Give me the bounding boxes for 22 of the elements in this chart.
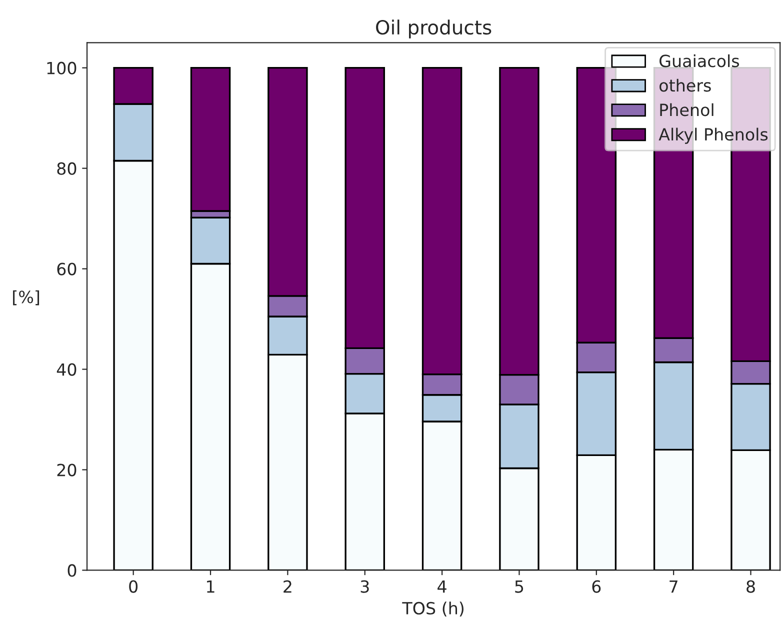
x-axis-title: TOS (h) [402,602,464,616]
y-tick-label: 100 [47,62,76,74]
legend-label: Guaiacols [660,54,739,68]
x-tick-label: 8 [746,580,755,593]
y-axis-title: [%] [13,290,40,306]
x-tick-label: 5 [515,580,524,593]
x-tick-label: 7 [670,580,678,593]
y-tick-label: 60 [57,262,76,276]
x-tick-label: 1 [207,580,214,593]
y-tick-label: 20 [57,464,76,476]
x-tick-label: 4 [438,580,446,593]
legend-label: Alkyl Phenols [658,128,768,144]
chart-title: Oil products [376,20,492,38]
x-tick-label: 6 [592,580,601,593]
y-tick-label: 0 [68,564,76,577]
x-tick-label: 3 [360,580,369,593]
y-tick-label: 80 [57,162,76,175]
x-tick-label: 2 [284,580,292,593]
legend-label: Phenol [660,103,714,116]
x-tick-label: 0 [129,580,138,593]
y-tick-label: 40 [56,363,76,376]
legend-label: others [660,78,711,92]
